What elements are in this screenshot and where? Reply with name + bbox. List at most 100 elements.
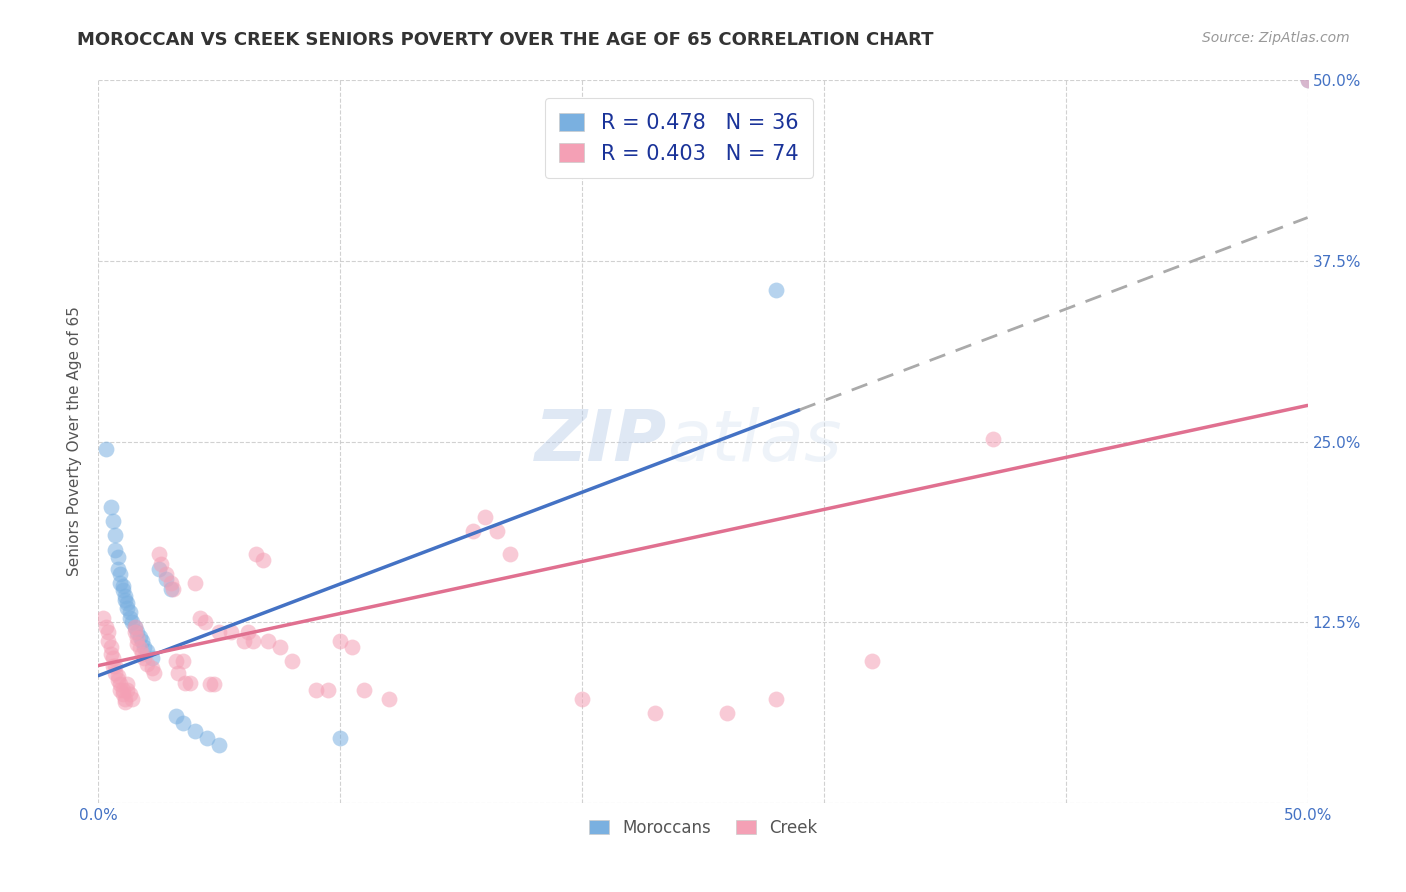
Text: Source: ZipAtlas.com: Source: ZipAtlas.com — [1202, 31, 1350, 45]
Point — [127, 625, 149, 640]
Point — [148, 547, 170, 561]
Point — [184, 576, 207, 591]
Point — [765, 691, 787, 706]
Point — [221, 625, 243, 640]
Point — [108, 576, 131, 591]
Point — [155, 572, 177, 586]
Point — [716, 706, 738, 721]
Point — [104, 542, 127, 557]
Point — [101, 514, 124, 528]
Point — [124, 619, 146, 633]
Point — [118, 687, 141, 701]
Point — [342, 640, 364, 654]
Point — [128, 641, 150, 656]
Text: atlas: atlas — [666, 407, 841, 476]
Point — [256, 634, 278, 648]
Point — [765, 283, 787, 297]
Point — [104, 528, 127, 542]
Point — [124, 619, 146, 633]
Point — [117, 600, 139, 615]
Point — [165, 709, 187, 723]
Point — [204, 677, 226, 691]
Y-axis label: Seniors Poverty Over the Age of 65: Seniors Poverty Over the Age of 65 — [67, 307, 83, 576]
Point — [107, 668, 129, 682]
Point — [118, 611, 141, 625]
Point — [101, 651, 124, 665]
Point — [329, 731, 352, 745]
Point — [101, 658, 124, 673]
Point — [117, 683, 139, 698]
Point — [134, 651, 156, 665]
Point — [329, 634, 352, 648]
Point — [114, 589, 136, 603]
Point — [644, 706, 666, 721]
Point — [165, 654, 187, 668]
Point — [127, 631, 149, 645]
Point — [108, 683, 131, 698]
Point — [160, 576, 183, 591]
Point — [377, 691, 399, 706]
Point — [141, 661, 163, 675]
Point — [252, 553, 274, 567]
Point — [94, 619, 117, 633]
Point — [107, 562, 129, 576]
Point — [97, 625, 120, 640]
Point — [104, 658, 127, 673]
Point — [117, 677, 139, 691]
Point — [134, 640, 156, 654]
Point — [474, 509, 496, 524]
Point — [100, 647, 122, 661]
Point — [486, 524, 509, 538]
Text: MOROCCAN VS CREEK SENIORS POVERTY OVER THE AGE OF 65 CORRELATION CHART: MOROCCAN VS CREEK SENIORS POVERTY OVER T… — [77, 31, 934, 49]
Point — [100, 640, 122, 654]
Point — [1296, 73, 1319, 87]
Point — [91, 611, 114, 625]
Point — [127, 637, 149, 651]
Point — [860, 654, 883, 668]
Text: ZIP: ZIP — [534, 407, 666, 476]
Point — [100, 500, 122, 514]
Point — [353, 683, 375, 698]
Point — [160, 582, 183, 596]
Point — [981, 432, 1004, 446]
Point — [148, 562, 170, 576]
Point — [108, 677, 131, 691]
Point — [143, 665, 166, 680]
Point — [121, 615, 143, 630]
Point — [97, 634, 120, 648]
Point — [571, 691, 593, 706]
Point — [117, 596, 139, 610]
Point — [498, 547, 520, 561]
Point — [172, 654, 194, 668]
Point — [281, 654, 304, 668]
Point — [269, 640, 291, 654]
Point — [128, 630, 150, 644]
Point — [131, 634, 153, 648]
Point — [107, 673, 129, 687]
Point — [242, 634, 264, 648]
Point — [94, 442, 117, 456]
Point — [463, 524, 485, 538]
Point — [111, 579, 134, 593]
Point — [104, 665, 127, 680]
Point — [124, 625, 146, 640]
Point — [184, 723, 207, 738]
Point — [131, 647, 153, 661]
Point — [141, 651, 163, 665]
Point — [150, 558, 173, 572]
Point — [195, 731, 218, 745]
Point — [1296, 73, 1319, 87]
Point — [245, 547, 267, 561]
Point — [108, 567, 131, 582]
Point — [167, 665, 190, 680]
Point — [162, 582, 184, 596]
Point — [114, 695, 136, 709]
Point — [188, 611, 211, 625]
Point — [107, 550, 129, 565]
Point — [111, 687, 134, 701]
Point — [111, 683, 134, 698]
Point — [194, 615, 217, 630]
Point — [232, 634, 254, 648]
Point — [179, 676, 201, 690]
Point — [208, 738, 231, 752]
